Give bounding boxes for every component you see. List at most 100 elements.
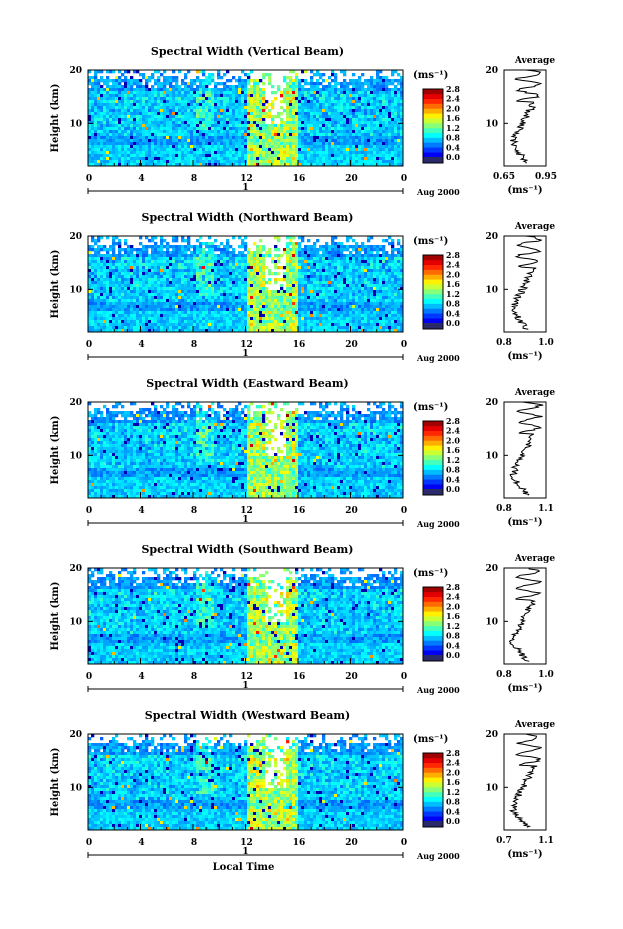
heatmap-cell: [211, 299, 214, 302]
heatmap-cell: [127, 269, 130, 272]
heatmap-cell: [166, 139, 169, 142]
heatmap-cell: [154, 248, 157, 251]
heatmap-cell: [91, 317, 94, 320]
heatmap-cell: [256, 251, 259, 254]
heatmap-cell: [133, 323, 136, 326]
heatmap-cell: [199, 248, 202, 251]
heatmap-cell: [190, 314, 193, 317]
heatmap-cell: [187, 97, 190, 100]
heatmap-cell: [379, 121, 382, 124]
heatmap-cell: [217, 112, 220, 115]
heatmap-cell: [265, 302, 268, 305]
x-tick-label: 0: [401, 174, 407, 184]
heatmap-cell: [172, 302, 175, 305]
heatmap-cell: [121, 323, 124, 326]
heatmap-cell: [118, 76, 121, 79]
heatmap-cell: [145, 100, 148, 103]
heatmap-cell: [178, 88, 181, 91]
heatmap-cell: [139, 308, 142, 311]
heatmap-cell: [313, 133, 316, 136]
heatmap-cell: [97, 314, 100, 317]
heatmap-cell: [241, 100, 244, 103]
heatmap-cell: [160, 251, 163, 254]
heatmap-cell: [214, 160, 217, 163]
heatmap-cell: [247, 106, 250, 109]
heatmap-cell: [244, 260, 247, 263]
heatmap-cell: [97, 115, 100, 118]
heatmap-cell: [340, 121, 343, 124]
heatmap-cell: [220, 254, 223, 257]
heatmap-cell: [199, 278, 202, 281]
heatmap-cell: [94, 91, 97, 94]
heatmap-cell: [226, 85, 229, 88]
heatmap-cell: [385, 151, 388, 154]
heatmap-cell: [151, 275, 154, 278]
heatmap-cell: [205, 311, 208, 314]
heatmap-cell: [121, 121, 124, 124]
heatmap-cell: [184, 314, 187, 317]
heatmap-cell: [109, 109, 112, 112]
heatmap-cell: [310, 124, 313, 127]
heatmap-cell: [100, 109, 103, 112]
heatmap-cell: [178, 254, 181, 257]
heatmap-cell: [124, 281, 127, 284]
heatmap-cell: [166, 82, 169, 85]
heatmap-cell: [331, 142, 334, 145]
heatmap-cell: [184, 290, 187, 293]
heatmap-cell: [115, 287, 118, 290]
heatmap-cell: [106, 305, 109, 308]
heatmap-cell: [178, 272, 181, 275]
heatmap-cell: [190, 278, 193, 281]
heatmap-cell: [160, 94, 163, 97]
heatmap-cell: [238, 112, 241, 115]
heatmap-cell: [226, 305, 229, 308]
heatmap-cell: [163, 121, 166, 124]
heatmap-cell: [118, 151, 121, 154]
heatmap-cell: [229, 308, 232, 311]
heatmap-cell: [289, 124, 292, 127]
heatmap-cell: [172, 296, 175, 299]
heatmap-cell: [157, 290, 160, 293]
heatmap-cell: [256, 302, 259, 305]
heatmap-cell: [199, 314, 202, 317]
heatmap-cell: [208, 320, 211, 323]
heatmap-cell: [196, 112, 199, 115]
heatmap-cell: [262, 293, 265, 296]
heatmap-cell: [373, 127, 376, 130]
heatmap-cell: [196, 284, 199, 287]
heatmap-cell: [205, 323, 208, 326]
heatmap-cell: [205, 305, 208, 308]
heatmap-cell: [310, 121, 313, 124]
heatmap-cell: [130, 275, 133, 278]
heatmap-cell: [211, 314, 214, 317]
heatmap-cell: [376, 124, 379, 127]
heatmap-cell: [154, 323, 157, 326]
heatmap-cell: [253, 326, 256, 329]
heatmap-cell: [244, 154, 247, 157]
heatmap-cell: [193, 308, 196, 311]
heatmap-cell: [388, 157, 391, 160]
heatmap-cell: [256, 121, 259, 124]
heatmap-cell: [250, 130, 253, 133]
heatmap-cell: [121, 160, 124, 163]
heatmap-cell: [247, 142, 250, 145]
heatmap-cell: [349, 154, 352, 157]
heatmap-cell: [232, 76, 235, 79]
heatmap-cell: [268, 323, 271, 326]
heatmap-cell: [133, 269, 136, 272]
heatmap-cell: [166, 275, 169, 278]
heatmap-cell: [241, 314, 244, 317]
heatmap-cell: [118, 85, 121, 88]
heatmap-cell: [130, 323, 133, 326]
heatmap-cell: [280, 157, 283, 160]
heatmap-cell: [250, 263, 253, 266]
heatmap-cell: [133, 314, 136, 317]
heatmap-cell: [94, 142, 97, 145]
heatmap-cell: [253, 145, 256, 148]
heatmap-cell: [97, 127, 100, 130]
heatmap-cell: [172, 115, 175, 118]
heatmap-cell: [355, 100, 358, 103]
heatmap-cell: [103, 314, 106, 317]
heatmap-cell: [199, 109, 202, 112]
heatmap-cell: [271, 139, 274, 142]
